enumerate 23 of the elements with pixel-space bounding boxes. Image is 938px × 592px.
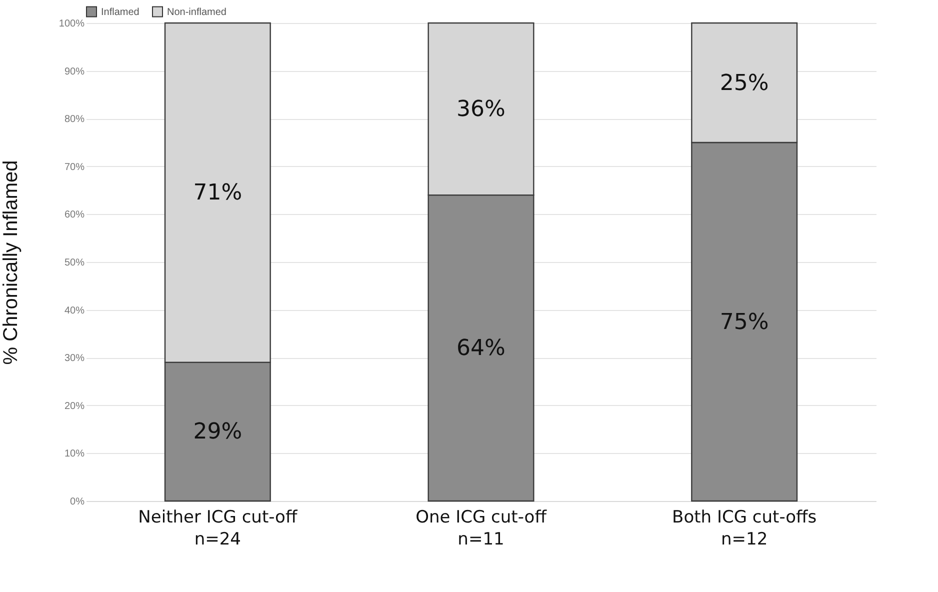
y-tick-label: 0% [70, 496, 85, 508]
legend-label: Non-inflamed [167, 6, 226, 18]
y-axis-title: % Chronically Inflamed [0, 160, 22, 365]
y-tick-label: 100% [58, 18, 85, 30]
y-tick-label: 60% [64, 210, 85, 221]
y-tick-label: 50% [64, 258, 85, 268]
x-tick-label: Neither ICG cut-off n=24 [138, 508, 298, 550]
data-label: 71% [193, 180, 242, 206]
x-tick-label: One ICG cut-off n=11 [416, 508, 548, 550]
y-tick-label: 10% [64, 448, 85, 460]
y-tick-label: 80% [64, 114, 85, 126]
y-tick-label: 20% [64, 400, 85, 412]
y-tick-label: 90% [64, 66, 85, 78]
data-label: 75% [720, 310, 769, 335]
data-label: 25% [720, 70, 769, 96]
y-tick-label: 30% [64, 353, 85, 364]
legend-label: Inflamed [101, 6, 140, 18]
data-label: 64% [456, 336, 506, 362]
y-tick-label: 70% [64, 162, 85, 173]
data-label: 36% [456, 97, 506, 122]
x-tick-label: Both ICG cut-offs n=12 [672, 508, 817, 550]
y-tick-label: 40% [64, 305, 85, 316]
data-label: 29% [193, 420, 242, 445]
